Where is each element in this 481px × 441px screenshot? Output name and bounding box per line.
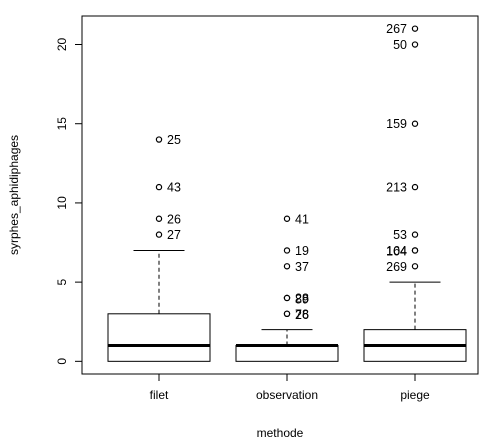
outlier-label-104: 104: [386, 245, 407, 259]
outlier-label-269: 269: [386, 260, 407, 274]
outlier-point-89: [283, 294, 291, 302]
y-tick-label-20: 20: [55, 38, 69, 52]
outlier-point-37: [283, 263, 291, 270]
outlier-point-104: [411, 247, 419, 254]
outlier-point-25: [155, 136, 163, 143]
outlier-label-50: 50: [393, 38, 407, 52]
x-tick-label-filet: filet: [150, 388, 169, 402]
x-tick-label-piege: piege: [400, 388, 430, 402]
y-tick-label-15: 15: [55, 117, 69, 131]
plot-frame: [81, 15, 479, 375]
outlier-label-26: 26: [295, 308, 309, 322]
outlier-label-164: 164: [386, 244, 407, 258]
outlier-point-53: [411, 231, 419, 238]
outlier-point-41: [283, 215, 291, 222]
outlier-point-159: [411, 120, 419, 127]
outlier-label-159: 159: [386, 117, 407, 131]
y-axis-label: syrphes_aphidiphages: [7, 135, 21, 255]
y-tick-label-5: 5: [55, 278, 69, 285]
box-filet: [107, 313, 211, 362]
outlier-label-37: 37: [295, 260, 309, 274]
outlier-point-213: [411, 183, 419, 191]
outlier-label-19: 19: [295, 244, 309, 258]
outlier-point-267: [411, 25, 419, 32]
x-axis-label: methode: [257, 426, 304, 440]
outlier-label-41: 41: [295, 212, 309, 226]
outlier-label-78: 78: [295, 307, 309, 321]
outlier-point-19: [283, 247, 291, 254]
outlier-label-27: 27: [167, 228, 181, 242]
outlier-label-25: 25: [167, 133, 181, 147]
outlier-label-26: 26: [167, 212, 181, 226]
box-observation: [235, 344, 339, 362]
outlier-point-26: [283, 310, 291, 318]
outlier-label-267: 267: [386, 22, 407, 36]
outlier-point-43: [155, 183, 163, 191]
x-tick-label-observation: observation: [256, 388, 318, 402]
outlier-point-27: [155, 231, 163, 238]
outlier-label-53: 53: [393, 228, 407, 242]
outlier-point-50: [411, 41, 419, 48]
y-tick-label-10: 10: [55, 196, 69, 210]
outlier-label-89: 89: [295, 292, 309, 306]
boxes-layer: 2543262741193728897826267501592135316410…: [107, 22, 467, 362]
box-group-filet: 25 43 26 27: [107, 133, 211, 362]
x-axis: filet observation piege: [150, 374, 430, 402]
outlier-point-26: [155, 215, 163, 222]
outlier-label-28: 28: [295, 291, 309, 305]
outlier-label-213: 213: [386, 181, 407, 195]
y-axis: 0 5 10 15 20: [55, 38, 82, 365]
y-tick-label-0: 0: [55, 358, 69, 365]
outlier-label-43: 43: [167, 181, 181, 195]
outlier-point-269: [411, 263, 419, 270]
